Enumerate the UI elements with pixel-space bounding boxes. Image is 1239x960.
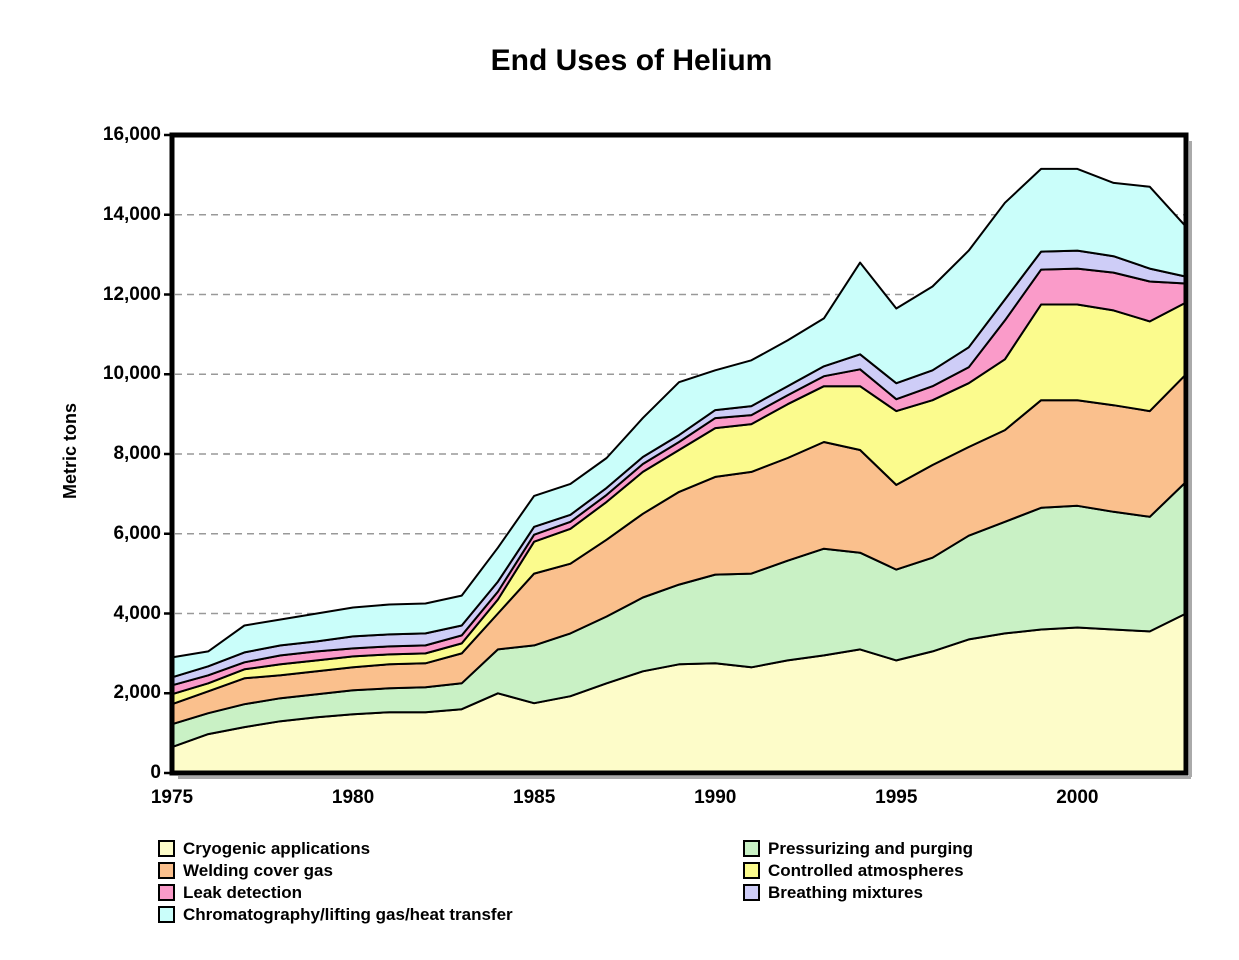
y-tick-label: 14,000 xyxy=(102,203,161,225)
x-tick-label: 1995 xyxy=(875,787,918,808)
legend-swatch xyxy=(743,839,760,857)
legend-item: Chromatography/lifting gas/heat transfer xyxy=(158,904,513,924)
legend-swatch xyxy=(158,905,175,923)
plot-frame xyxy=(169,132,1189,776)
legend-item: Leak detection xyxy=(158,882,302,902)
legend-item: Controlled atmospheres xyxy=(743,860,964,880)
x-tick-label: 2000 xyxy=(1056,787,1099,808)
y-tick-label: 16,000 xyxy=(102,124,161,145)
legend-swatch xyxy=(743,861,760,879)
legend-swatch xyxy=(158,861,175,879)
chart-title: End Uses of Helium xyxy=(490,44,773,77)
y-tick-label: 10,000 xyxy=(102,363,161,385)
x-tick-label: 1990 xyxy=(694,787,737,808)
y-tick-label: 0 xyxy=(150,762,161,783)
y-tick-label: 6,000 xyxy=(113,522,161,544)
legend-item: Cryogenic applications xyxy=(158,838,370,858)
legend-label: Pressurizing and purging xyxy=(768,838,973,858)
legend-item: Welding cover gas xyxy=(158,860,333,880)
legend-label: Breathing mixtures xyxy=(768,882,923,902)
legend-item: Breathing mixtures xyxy=(743,882,923,902)
x-tick-label: 1980 xyxy=(331,787,375,808)
y-tick-label: 4,000 xyxy=(113,602,161,624)
legend-item: Pressurizing and purging xyxy=(743,838,973,858)
legend-label: Cryogenic applications xyxy=(183,838,371,858)
y-tick-label: 12,000 xyxy=(102,283,161,305)
legend-swatch xyxy=(158,883,175,901)
x-tick-label: 1975 xyxy=(150,787,194,808)
legend-swatch xyxy=(743,883,760,901)
legend-label: Leak detection xyxy=(183,882,303,902)
legend-label: Controlled atmospheres xyxy=(768,860,964,880)
legend-label: Welding cover gas xyxy=(183,860,333,880)
y-tick-label: 2,000 xyxy=(113,682,161,704)
legend-swatch xyxy=(158,839,175,857)
legend-label: Chromatography/lifting gas/heat transfer xyxy=(183,904,513,924)
x-tick-label: 1985 xyxy=(513,787,556,808)
y-tick-label: 8,000 xyxy=(113,443,161,464)
